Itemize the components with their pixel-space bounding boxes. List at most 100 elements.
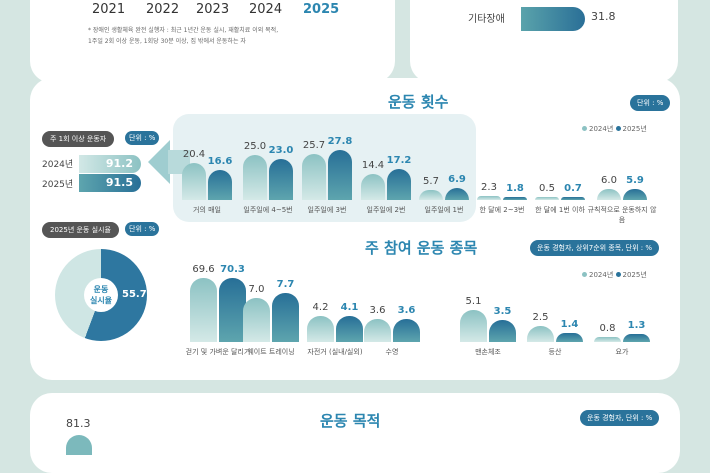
category-label: 거의 매일 [193, 206, 221, 214]
note-line: 1주일 2회 이상 운동, 1회당 30분 이상, 집 밖에서 운동하는 자 [88, 38, 246, 45]
bar-2024년-3 [361, 174, 385, 200]
bar-2024년-1 [243, 155, 267, 200]
bar-2024년-5 [477, 195, 501, 200]
value-label: 69.6 [192, 264, 215, 275]
bar-2025년-4 [489, 319, 516, 342]
category-label: 일주일에 4~5번 [243, 206, 293, 214]
bar-2024년-1 [243, 297, 270, 342]
bar-2025년-2 [336, 316, 363, 342]
participation-card [30, 0, 395, 83]
category-label: 일주일에 2번 [366, 206, 406, 214]
note-line: * 장애인 생활체육 완전 실행자 : 최근 1년간 운동 실시, 재활치료 이… [88, 27, 279, 34]
year-label: 2025 [303, 2, 340, 17]
other-disability-label: 기타장애 [468, 14, 505, 25]
sports-unit: 운동 경험자, 상위7순위 종목, 단위 : % [530, 240, 659, 256]
value-label: 17.2 [386, 155, 412, 167]
value-label: 20.4 [182, 149, 206, 161]
legend-dot-2024 [582, 272, 587, 277]
value-label: 4.2 [312, 301, 329, 313]
value-label: 6.0 [601, 175, 617, 187]
frequency-unit: 단위 : % [630, 95, 671, 111]
category-label: 요가 [615, 348, 629, 356]
value-label: 70.3 [220, 264, 245, 275]
bar-2025년-7 [623, 189, 647, 200]
frequency-title: 운동 횟수 [388, 93, 449, 111]
value-label: 5.9 [626, 175, 644, 187]
legend-2024: 2024년 [589, 271, 614, 279]
category-label: 한 달에 1번 이하 [535, 206, 585, 214]
legend-2025: 2025년 [622, 125, 647, 133]
category-label: 등산 [548, 348, 562, 356]
donut-unit: 단위 : % [125, 222, 160, 236]
purpose-first-value: 81.3 [66, 417, 91, 430]
bar-2024년-4 [419, 189, 443, 200]
bar-2025년-5 [503, 196, 527, 200]
legend-dot-2025 [615, 272, 621, 277]
category-label: 자전거 (실내/실외) [307, 348, 363, 356]
bar-2024년-0 [182, 163, 206, 200]
donut-center: 운동 실시율 [84, 278, 118, 312]
bar-2024년-6 [535, 197, 559, 200]
legend-2025: 2025년 [622, 271, 647, 279]
bar-2024년-2 [307, 315, 334, 342]
bar-2025년-3 [387, 169, 411, 200]
value-label: 1.3 [627, 319, 646, 331]
bar-2024년-3 [364, 319, 391, 342]
value-label: 0.5 [539, 183, 555, 194]
category-label: 한 달에 2~3번 [479, 206, 525, 214]
category-label: 걷기 및 가벼운 달리기 [185, 348, 251, 356]
weekly-value-2024: 91.2 [105, 157, 133, 170]
bar-2025년-2 [328, 149, 352, 200]
weekly-bar-2024: 91.2 [79, 155, 141, 173]
purpose-card [30, 393, 680, 473]
value-label: 3.6 [397, 305, 416, 317]
value-label: 4.1 [340, 302, 359, 314]
category-label: 일주일에 1번 [424, 206, 464, 214]
value-label: 3.6 [369, 305, 386, 317]
sports-legend: 2024년 2025년 [582, 270, 647, 280]
bar-2024년-5 [527, 326, 554, 342]
value-label: 23.0 [268, 144, 294, 156]
legend-dot-2024 [582, 126, 587, 131]
weekly-pill: 주 1회 이상 운동자 [42, 131, 115, 147]
weekly-value-2025: 91.5 [105, 176, 133, 189]
donut-pill: 2025년 운동 실시율 [42, 222, 119, 238]
value-label: 1.4 [560, 319, 579, 331]
bar-2024년-2 [302, 153, 326, 200]
weekly-unit: 단위 : % [125, 131, 160, 145]
bar-2025년-3 [393, 319, 420, 342]
other-disability-bar [521, 7, 585, 31]
bar-2025년-5 [556, 333, 583, 342]
arrow-icon [148, 140, 170, 184]
value-label: 2.3 [481, 181, 497, 193]
value-label: 6.9 [448, 173, 466, 185]
weekly-bar-2025: 91.5 [79, 174, 141, 192]
value-label: 5.7 [423, 175, 439, 187]
bar-2025년-4 [445, 187, 469, 200]
frequency-legend: 2024년 2025년 [582, 124, 647, 134]
year-label: 2023 [196, 2, 230, 17]
bar-2024년-6 [594, 336, 621, 342]
purpose-bar [66, 435, 92, 455]
bar-2024년-0 [190, 278, 217, 342]
sports-title: 주 참여 운동 종목 [365, 239, 478, 257]
value-label: 5.1 [465, 295, 482, 307]
year-label: 2022 [146, 2, 180, 17]
bar-2024년-7 [597, 189, 621, 200]
donut-value: 55.7 [122, 289, 147, 300]
legend-2024: 2024년 [589, 125, 614, 133]
category-label: 웨이트 트레이닝 [247, 348, 295, 356]
value-label: 27.8 [327, 135, 353, 147]
bar-2025년-1 [272, 293, 299, 342]
category-label: 맨손체조 [475, 348, 501, 356]
weekly-year-2025: 2025년 [42, 180, 74, 190]
value-label: 3.5 [493, 305, 512, 317]
bar-2025년-0 [208, 170, 232, 200]
other-disability-value: 31.8 [591, 10, 616, 23]
purpose-title: 운동 목적 [320, 412, 381, 430]
bar-2025년-1 [269, 158, 293, 200]
year-label: 2021 [92, 2, 126, 17]
value-label: 14.4 [361, 160, 385, 172]
value-label: 25.7 [302, 139, 326, 151]
value-label: 1.8 [506, 182, 524, 194]
